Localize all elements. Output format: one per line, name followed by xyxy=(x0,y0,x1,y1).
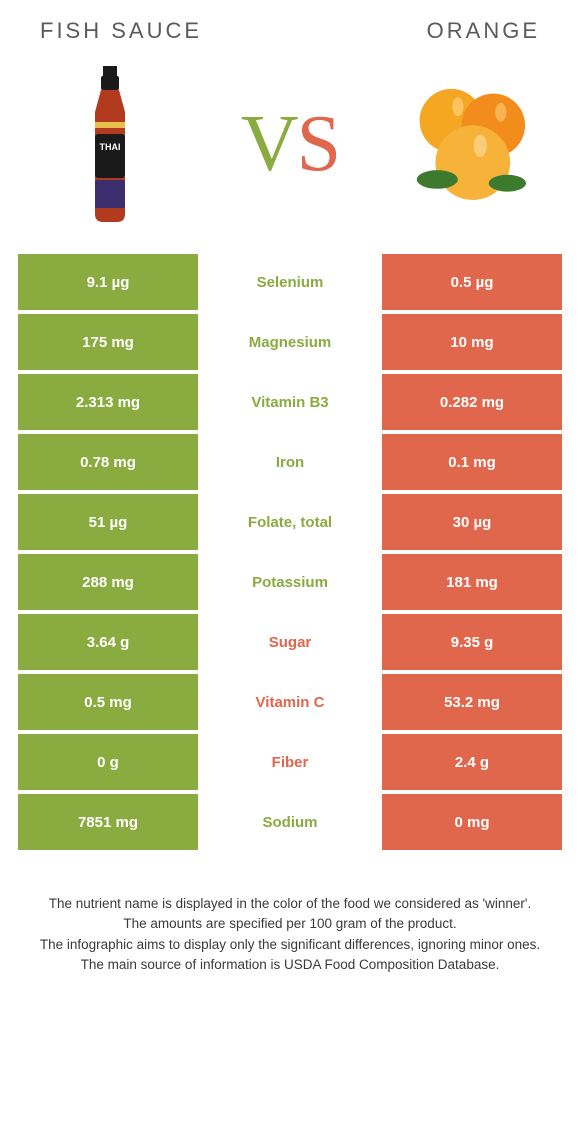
left-value: 0.5 mg xyxy=(18,674,198,730)
nutrient-name: Selenium xyxy=(198,254,382,310)
left-value: 0.78 mg xyxy=(18,434,198,490)
nutrient-name: Vitamin B3 xyxy=(198,374,382,430)
nutrient-name: Sugar xyxy=(198,614,382,670)
nutrient-row: 7851 mgSodium0 mg xyxy=(18,794,562,850)
footnote-line: The amounts are specified per 100 gram o… xyxy=(30,914,550,934)
right-value: 30 µg xyxy=(382,494,562,550)
footnotes: The nutrient name is displayed in the co… xyxy=(0,854,580,975)
right-value: 53.2 mg xyxy=(382,674,562,730)
nutrient-name: Folate, total xyxy=(198,494,382,550)
nutrient-row: 0 gFiber2.4 g xyxy=(18,734,562,790)
nutrient-name: Vitamin C xyxy=(198,674,382,730)
left-value: 2.313 mg xyxy=(18,374,198,430)
left-value: 288 mg xyxy=(18,554,198,610)
right-value: 181 mg xyxy=(382,554,562,610)
comparison-hero: THAI VS xyxy=(0,54,580,244)
left-value: 7851 mg xyxy=(18,794,198,850)
nutrient-name: Potassium xyxy=(198,554,382,610)
nutrient-row: 51 µgFolate, total30 µg xyxy=(18,494,562,550)
vs-v: V xyxy=(241,100,297,188)
vs-label: VS xyxy=(241,99,339,190)
nutrient-name: Iron xyxy=(198,434,382,490)
right-food-title: Orange xyxy=(427,18,540,44)
nutrient-name: Fiber xyxy=(198,734,382,790)
oranges-icon xyxy=(400,74,540,214)
left-value: 3.64 g xyxy=(18,614,198,670)
left-food-title: Fish sauce xyxy=(40,18,202,44)
nutrient-row: 175 mgMagnesium10 mg xyxy=(18,314,562,370)
vs-s: S xyxy=(297,100,340,188)
right-value: 0.282 mg xyxy=(382,374,562,430)
nutrient-row: 2.313 mgVitamin B30.282 mg xyxy=(18,374,562,430)
footnote-line: The main source of information is USDA F… xyxy=(30,955,550,975)
right-value: 0.5 µg xyxy=(382,254,562,310)
header: Fish sauce Orange xyxy=(0,0,580,54)
nutrient-row: 288 mgPotassium181 mg xyxy=(18,554,562,610)
footnote-line: The nutrient name is displayed in the co… xyxy=(30,894,550,914)
nutrient-row: 0.78 mgIron0.1 mg xyxy=(18,434,562,490)
svg-text:THAI: THAI xyxy=(100,142,121,152)
left-value: 175 mg xyxy=(18,314,198,370)
left-value: 0 g xyxy=(18,734,198,790)
left-value: 51 µg xyxy=(18,494,198,550)
nutrient-name: Magnesium xyxy=(198,314,382,370)
bottle-icon: THAI xyxy=(75,64,145,224)
fish-sauce-image: THAI xyxy=(40,64,180,224)
left-value: 9.1 µg xyxy=(18,254,198,310)
footnote-line: The infographic aims to display only the… xyxy=(30,935,550,955)
nutrient-row: 3.64 gSugar9.35 g xyxy=(18,614,562,670)
right-value: 9.35 g xyxy=(382,614,562,670)
nutrient-row: 9.1 µgSelenium0.5 µg xyxy=(18,254,562,310)
right-value: 2.4 g xyxy=(382,734,562,790)
right-value: 10 mg xyxy=(382,314,562,370)
right-value: 0 mg xyxy=(382,794,562,850)
nutrient-row: 0.5 mgVitamin C53.2 mg xyxy=(18,674,562,730)
nutrient-name: Sodium xyxy=(198,794,382,850)
right-value: 0.1 mg xyxy=(382,434,562,490)
orange-image xyxy=(400,64,540,224)
nutrient-table: 9.1 µgSelenium0.5 µg175 mgMagnesium10 mg… xyxy=(18,254,562,850)
